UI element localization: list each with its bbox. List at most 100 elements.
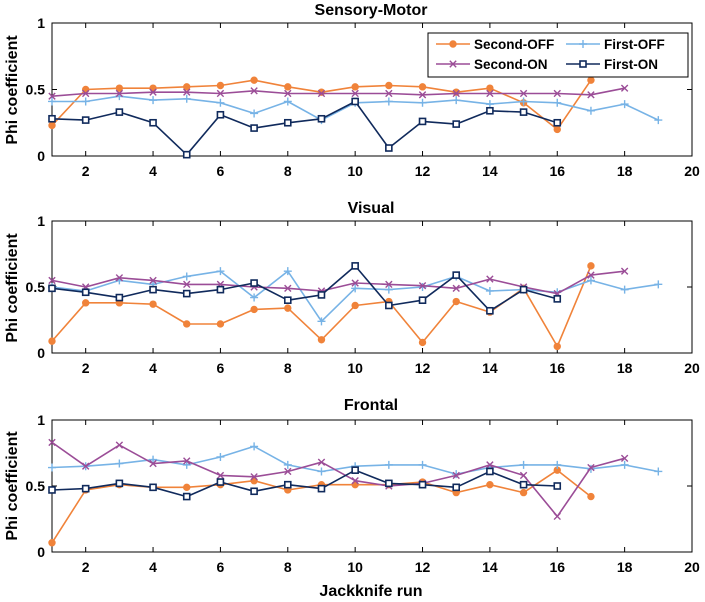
marker-shape [449, 60, 457, 68]
data-point-first-off [283, 460, 292, 469]
marker-shape [115, 84, 124, 92]
marker-shape [351, 279, 359, 287]
data-point-second-on [385, 280, 393, 289]
marker-shape [317, 114, 326, 123]
data-point-first-off [182, 272, 191, 281]
data-point-second-off [553, 125, 561, 134]
marker-shape [250, 279, 258, 287]
data-point-first-on [250, 279, 258, 287]
data-point-first-off [418, 98, 427, 107]
data-point-second-off [284, 304, 292, 312]
marker-shape [81, 462, 90, 470]
marker-shape [385, 301, 393, 310]
marker-shape [620, 267, 629, 275]
data-point-second-on [486, 89, 494, 98]
x-tick-label: 8 [284, 163, 292, 179]
marker-shape [486, 275, 494, 283]
data-point-first-on [115, 293, 124, 302]
panel-title: Visual [348, 200, 395, 217]
y-tick-label: 1 [37, 412, 45, 428]
data-point-first-on [283, 296, 292, 305]
y-tick-label: 0 [37, 148, 45, 164]
legend: Second-OFF First-OFF Second-ON First-ON [427, 32, 689, 78]
marker-shape [317, 458, 326, 466]
data-point-first-off [586, 276, 595, 285]
marker-shape [452, 471, 460, 480]
x-tick-label: 2 [82, 360, 90, 376]
y-tick-label: 0.5 [26, 82, 46, 98]
data-point-first-on [149, 483, 157, 492]
data-point-second-on [183, 280, 191, 289]
marker-shape [115, 441, 124, 449]
data-point-second-on [115, 441, 124, 449]
data-point-second-off [519, 488, 528, 497]
data-point-first-on [553, 295, 562, 303]
marker-shape [183, 457, 191, 465]
series-second-off [48, 76, 595, 134]
series-layer [48, 262, 663, 351]
data-point-second-on [81, 89, 90, 98]
marker-shape [418, 338, 427, 347]
marker-shape [283, 267, 292, 276]
plot-frame [51, 220, 693, 354]
data-point-first-on [250, 487, 258, 496]
marker-shape [183, 320, 191, 328]
data-point-second-off [587, 76, 595, 84]
data-point-second-on [452, 89, 460, 98]
marker-shape [115, 479, 124, 488]
data-point-first-on [553, 482, 562, 490]
marker-shape [182, 94, 191, 103]
data-point-first-off [216, 452, 225, 461]
marker-shape [587, 271, 595, 279]
marker-shape [485, 286, 494, 295]
data-point-first-off [182, 460, 191, 469]
data-point-second-on [452, 471, 460, 480]
data-point-first-on [519, 108, 528, 116]
marker-shape [418, 117, 427, 126]
x-tick-label: 12 [415, 163, 431, 179]
data-point-second-on [284, 89, 292, 98]
marker-shape [115, 108, 124, 116]
tick-group: 2 4 6 8 10 12 14 16 18 20 0 0.5 1 [26, 213, 700, 376]
tick-group: 2 4 6 8 10 12 14 16 18 20 0 0.5 1 [26, 412, 700, 575]
data-point-second-off [216, 81, 225, 90]
data-point-second-on [284, 284, 292, 293]
marker-shape [149, 483, 157, 492]
marker-shape [115, 459, 124, 468]
marker-shape [284, 83, 292, 91]
data-point-second-off [486, 84, 494, 92]
marker-shape [620, 84, 629, 92]
data-point-first-off [418, 460, 427, 469]
marker-shape [183, 280, 191, 289]
legend-label: Second-OFF [474, 37, 554, 52]
marker-shape [553, 512, 561, 521]
marker-shape [149, 118, 157, 127]
data-point-first-on [519, 285, 528, 294]
data-point-first-on [250, 124, 258, 132]
marker-shape [418, 83, 427, 91]
legend-box [427, 32, 689, 78]
data-point-first-off [216, 98, 225, 107]
marker-shape [452, 284, 460, 293]
data-point-first-on [418, 296, 427, 305]
data-point-first-off [351, 284, 360, 293]
marker-shape [149, 285, 157, 294]
marker-shape [351, 262, 359, 270]
data-point-first-off [485, 286, 494, 295]
data-point-second-on [351, 477, 359, 485]
marker-shape [553, 125, 561, 134]
data-point-first-off [620, 100, 629, 109]
data-point-first-on [48, 114, 56, 123]
marker-shape [486, 306, 494, 315]
marker-shape [579, 60, 587, 68]
x-tick-label: 18 [617, 163, 633, 179]
marker-shape [216, 471, 225, 480]
series-first-on [48, 262, 562, 315]
marker-shape [654, 467, 663, 476]
data-point-second-off [48, 539, 56, 547]
data-point-first-on [115, 108, 124, 116]
data-point-second-on [48, 276, 56, 285]
data-point-second-off [81, 299, 90, 307]
marker-shape [81, 288, 90, 297]
